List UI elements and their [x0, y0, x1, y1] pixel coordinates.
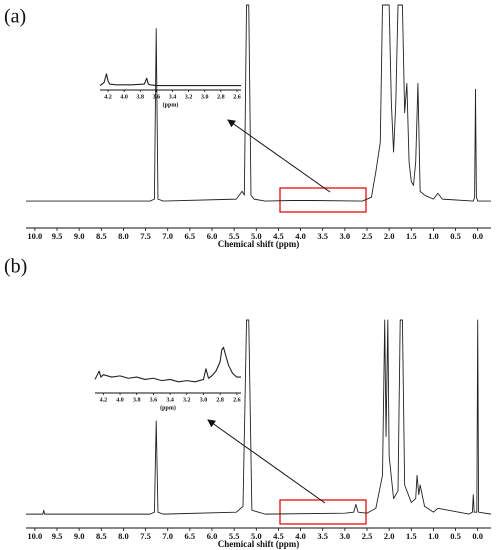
x-axis-label: Chemical shift (ppm)	[218, 239, 300, 249]
x-tick-label: 3.6	[153, 94, 161, 100]
inset-line	[94, 346, 241, 383]
x-tick-label: 4.2	[104, 94, 112, 100]
x-tick-label: 4.5	[273, 231, 284, 241]
inset-axis-label: (ppm)	[160, 404, 176, 411]
x-tick-label: 3.2	[185, 94, 193, 100]
x-tick-label: 6.5	[185, 531, 196, 541]
x-tick-label: 2.6	[233, 397, 241, 403]
x-tick-label: 3.8	[133, 397, 141, 403]
inset-axis-label: (ppm)	[163, 101, 179, 108]
x-tick-label: 5.5	[229, 231, 240, 241]
x-tick-label: 6.0	[207, 531, 218, 541]
x-tick-label: 3.2	[183, 397, 191, 403]
inset-line	[99, 73, 241, 87]
arrow	[207, 419, 326, 504]
x-tick-label: 1.5	[406, 231, 417, 241]
x-tick-label: 3.0	[201, 94, 209, 100]
x-tick-label: 2.5	[362, 231, 373, 241]
x-tick-label: 4.0	[295, 531, 306, 541]
x-tick-label: 7.0	[162, 531, 173, 541]
x-tick-label: 3.6	[150, 397, 158, 403]
panel-label: (b)	[4, 256, 27, 278]
panel-label: (a)	[4, 6, 26, 28]
x-tick-label: 4.0	[295, 231, 306, 241]
x-tick-label: 8.5	[96, 231, 107, 241]
x-tick-label: 0.0	[472, 531, 483, 541]
x-tick-label: 2.6	[233, 94, 241, 100]
spectrum-line	[26, 4, 491, 202]
x-tick-label: 4.0	[116, 397, 124, 403]
x-tick-label: 4.5	[273, 531, 284, 541]
x-tick-label: 1.5	[406, 531, 417, 541]
x-tick-label: 5.5	[229, 531, 240, 541]
x-tick-label: 2.0	[384, 531, 395, 541]
x-tick-label: 3.8	[137, 94, 145, 100]
x-tick-label: 7.5	[140, 531, 151, 541]
x-tick-label: 4.2	[100, 397, 108, 403]
x-tick-label: 3.0	[340, 531, 351, 541]
x-tick-label: 4.0	[120, 94, 128, 100]
x-tick-label: 7.5	[140, 231, 151, 241]
x-tick-label: 3.4	[169, 94, 177, 100]
x-tick-label: 2.8	[216, 397, 224, 403]
x-tick-label: 7.0	[162, 231, 173, 241]
x-tick-label: 3.0	[340, 231, 351, 241]
x-tick-label: 0.5	[450, 231, 461, 241]
x-tick-label: 5.0	[251, 531, 262, 541]
x-tick-label: 6.5	[185, 231, 196, 241]
highlight-box	[279, 499, 367, 525]
x-tick-label: 5.0	[251, 231, 262, 241]
x-tick-label: 2.8	[217, 94, 225, 100]
x-tick-label: 2.0	[384, 231, 395, 241]
arrow	[227, 119, 331, 193]
x-tick-label: 8.0	[118, 231, 129, 241]
x-tick-label: 9.0	[74, 231, 85, 241]
x-tick-label: 1.0	[428, 231, 439, 241]
x-tick-label: 3.4	[166, 397, 174, 403]
x-tick-label: 9.0	[74, 531, 85, 541]
x-tick-label: 9.5	[52, 231, 63, 241]
x-tick-label: 1.0	[428, 531, 439, 541]
x-tick-label: 0.0	[472, 231, 483, 241]
x-tick-label: 0.5	[450, 531, 461, 541]
x-tick-label: 6.0	[207, 231, 218, 241]
x-tick-label: 10.0	[27, 231, 42, 241]
x-tick-label: 3.0	[200, 397, 208, 403]
x-tick-label: 3.5	[317, 231, 328, 241]
highlight-box	[279, 187, 367, 213]
x-axis-label: Chemical shift (ppm)	[218, 539, 300, 549]
x-tick-label: 2.5	[362, 531, 373, 541]
spectrum-line	[26, 319, 492, 515]
x-tick-label: 8.5	[96, 531, 107, 541]
x-tick-label: 10.0	[27, 531, 42, 541]
x-tick-label: 8.0	[118, 531, 129, 541]
x-tick-label: 3.5	[317, 531, 328, 541]
x-tick-label: 9.5	[52, 531, 63, 541]
